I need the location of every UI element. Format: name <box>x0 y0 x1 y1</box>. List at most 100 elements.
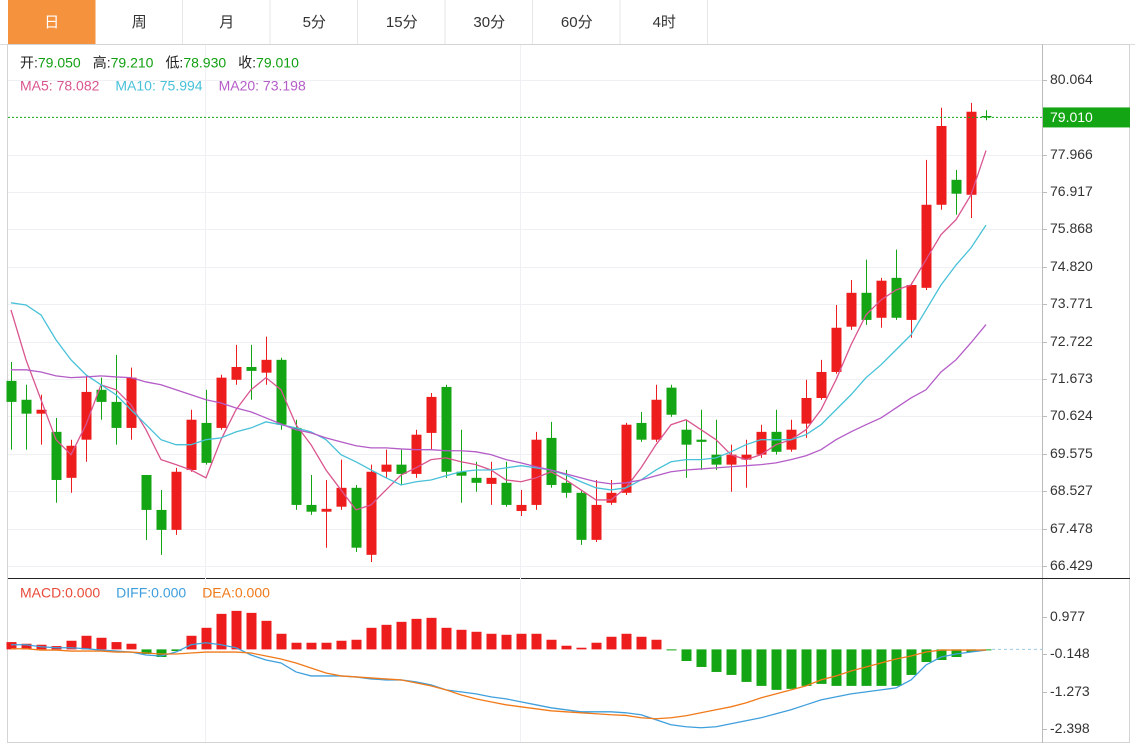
y-tick-label: 66.429 <box>1050 557 1093 573</box>
candle-body <box>816 371 827 398</box>
macd-bar <box>276 633 287 650</box>
candle-body <box>681 429 692 445</box>
candle-body <box>111 401 122 428</box>
candle-body <box>936 125 947 205</box>
price-marker-box <box>1043 107 1130 128</box>
macd-bar <box>786 649 797 689</box>
candle-body <box>546 437 557 485</box>
tab-label[interactable]: 日 <box>44 14 59 31</box>
macd-bar <box>501 634 512 650</box>
info-label: 高: <box>93 55 111 71</box>
macd-bar <box>771 649 782 690</box>
candle-body <box>741 454 752 460</box>
macd-bar <box>96 637 107 650</box>
macd-bar <box>216 613 227 650</box>
macd-bar <box>966 649 977 653</box>
ma-line <box>10 150 987 511</box>
tab[interactable] <box>270 0 359 44</box>
macd-bar <box>531 633 542 650</box>
legend-entry: MA20: 73.198 <box>219 78 306 94</box>
candle-body <box>666 387 677 415</box>
macd-bar <box>6 642 17 650</box>
candle-body <box>636 422 647 440</box>
tab-label[interactable]: 4时 <box>653 14 676 31</box>
tab[interactable] <box>533 0 621 44</box>
y-tick-label: 68.527 <box>1050 482 1093 498</box>
macd-bar <box>561 645 572 650</box>
price-marker-label: 79.010 <box>1050 109 1093 125</box>
macd-bar <box>591 642 602 650</box>
info-value: 79.010 <box>256 55 299 71</box>
macd-bar <box>546 639 557 650</box>
macd-bar <box>291 642 302 650</box>
tab-label[interactable]: 5分 <box>303 14 326 31</box>
macd-bar <box>831 649 842 686</box>
macd-bar <box>156 649 167 658</box>
tab[interactable] <box>358 0 446 44</box>
macd-bar <box>861 649 872 686</box>
macd-bar <box>936 649 947 661</box>
tab[interactable] <box>95 0 184 44</box>
macd-bar <box>21 643 32 650</box>
legend-entry: DEA:0.000 <box>202 585 270 601</box>
candle-body <box>981 116 992 118</box>
candle-body <box>726 454 737 465</box>
candle-body <box>366 471 377 555</box>
info-label: 开: <box>20 55 38 71</box>
macd-bar <box>261 620 272 650</box>
candle-body <box>141 474 152 510</box>
candle-body <box>231 366 242 380</box>
macd-bar <box>111 642 122 650</box>
macd-bar <box>906 649 917 675</box>
candle-body <box>891 277 902 318</box>
y-tick-label: 69.575 <box>1050 445 1093 461</box>
macd-bar <box>681 649 692 661</box>
candle-body <box>756 431 767 455</box>
macd-bar <box>246 612 257 650</box>
candle-body <box>711 454 722 465</box>
candle-body <box>471 477 482 483</box>
candle-body <box>21 399 32 414</box>
macd-bar <box>396 621 407 650</box>
y-tick-label: 67.478 <box>1050 520 1093 536</box>
candle-body <box>336 487 347 507</box>
info-label: 收: <box>238 55 256 71</box>
tab-label[interactable]: 60分 <box>561 14 593 31</box>
macd-bar <box>171 649 182 652</box>
tab[interactable] <box>445 0 534 44</box>
candle-body <box>606 492 617 503</box>
tab[interactable] <box>620 0 709 44</box>
macd-bar <box>231 610 242 650</box>
macd-bar <box>621 633 632 650</box>
macd-bar <box>801 649 812 686</box>
macd-bar <box>576 647 587 650</box>
tab-label[interactable]: 15分 <box>386 14 418 31</box>
macd-bar <box>651 639 662 650</box>
macd-bar <box>846 649 857 686</box>
legend-entry: MA10: 75.994 <box>115 78 202 94</box>
candle-body <box>291 427 302 505</box>
tab[interactable] <box>8 0 96 44</box>
ma-line <box>11 324 987 485</box>
candle-body <box>201 422 212 463</box>
tab-label[interactable]: 月 <box>219 14 234 31</box>
candle-body <box>96 389 107 402</box>
macd-bar <box>606 636 617 650</box>
candle-body <box>801 397 812 424</box>
y-tick-label: 73.771 <box>1050 295 1093 311</box>
info-value: 78.930 <box>183 55 226 71</box>
tab-label[interactable]: 周 <box>132 14 147 31</box>
macd-bar <box>411 618 422 650</box>
tab[interactable] <box>183 0 271 44</box>
macd-line <box>11 642 987 729</box>
y-tick-label: 0.977 <box>1050 608 1085 624</box>
macd-bar <box>516 633 527 650</box>
y-tick-label: 74.820 <box>1050 258 1093 274</box>
candle-body <box>456 471 467 476</box>
info-label: 低: <box>165 55 183 71</box>
macd-bar <box>66 640 77 650</box>
candle-body <box>81 391 92 440</box>
tab-label[interactable]: 30分 <box>473 14 505 31</box>
